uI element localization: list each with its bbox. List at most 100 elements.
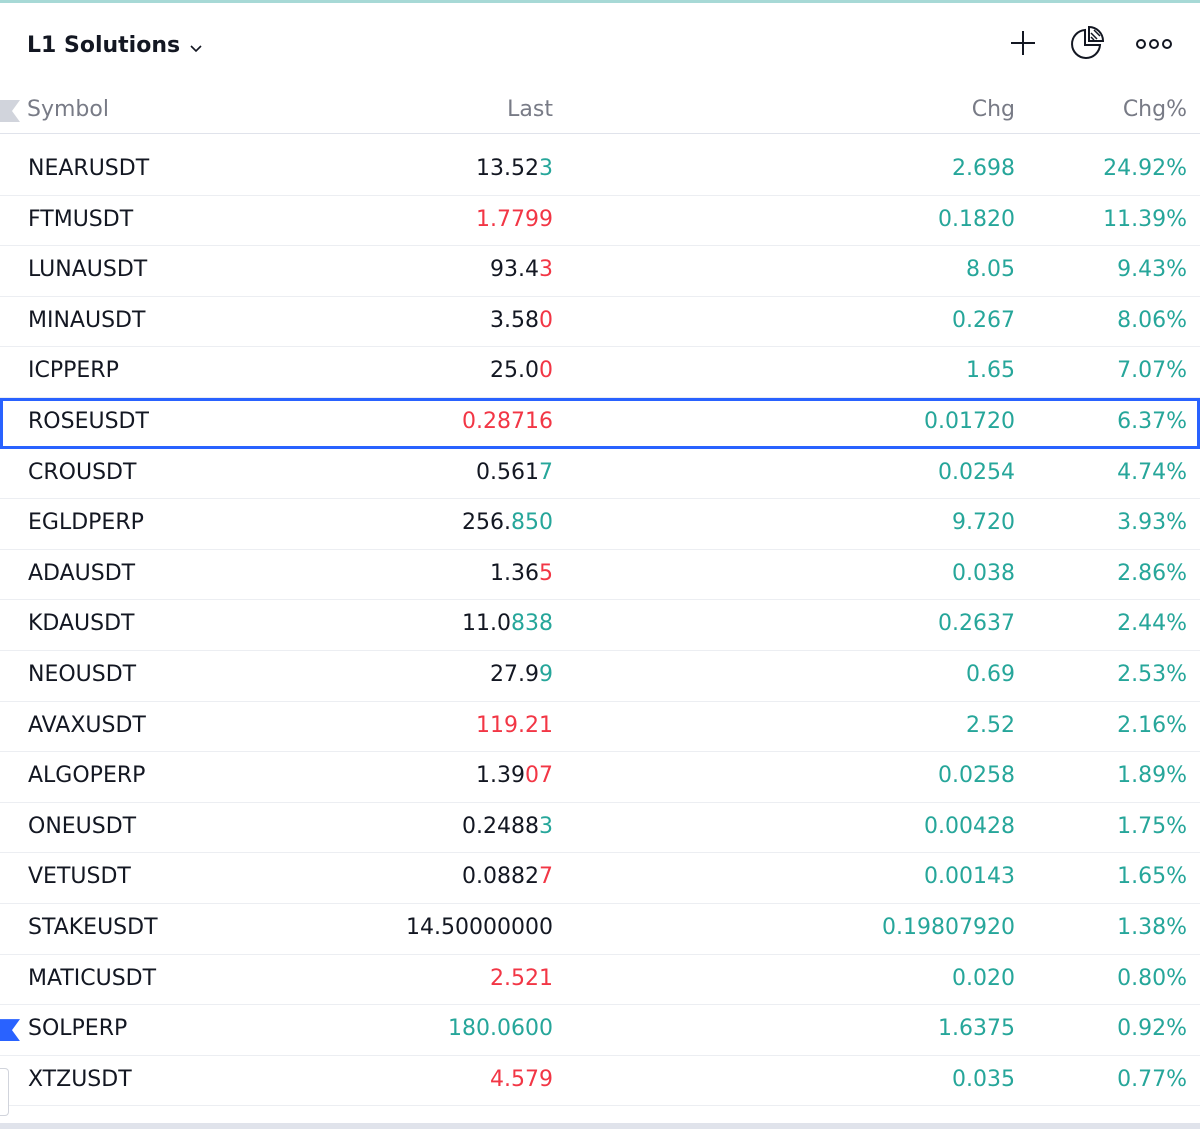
change-cell: 0.00428 — [924, 813, 1015, 839]
table-row[interactable]: XTZUSDT 4.579 0.035 0.77% — [0, 1056, 1200, 1107]
last-price-cell: 0.24883 — [462, 814, 553, 839]
last-price-cell: 14.50000000 — [406, 915, 553, 940]
change-cell: 0.0258 — [938, 763, 1015, 789]
change-percent-cell: 2.86% — [1117, 560, 1187, 586]
column-header-chg-pct[interactable]: Chg% — [1122, 97, 1187, 122]
last-price-base: 93.4 — [490, 257, 539, 283]
change-percent-cell: 1.89% — [1117, 763, 1187, 789]
table-row[interactable]: ADAUSDT 1.365 0.038 2.86% — [0, 550, 1200, 601]
column-header-chg[interactable]: Chg — [971, 97, 1015, 122]
last-price-tick-digits: 7 — [539, 459, 553, 485]
column-header-symbol[interactable]: Symbol — [27, 97, 109, 122]
last-price-base: 27.9 — [490, 661, 539, 687]
watchlist-selector[interactable]: L1 Solutions — [27, 30, 204, 60]
last-price-tick-digits: 3 — [539, 156, 553, 181]
watchlist-rows: NEARUSDT 13.523 2.698 24.92% FTMUSDT 1.7799 0.… — [0, 145, 1200, 1107]
symbol-cell: MINAUSDT — [28, 307, 146, 333]
last-price-cell: 256.850 — [462, 510, 553, 535]
symbol-cell: ONEUSDT — [28, 813, 137, 839]
change-percent-cell: 24.92% — [1103, 156, 1187, 181]
symbol-cell: FTMUSDT — [28, 206, 134, 232]
change-percent-cell: 2.16% — [1117, 712, 1187, 738]
table-row[interactable]: SOLPERP 180.0600 1.6375 0.92% — [0, 1005, 1200, 1056]
last-price-cell: 1.365 — [490, 561, 553, 586]
change-percent-cell: 1.38% — [1117, 914, 1187, 940]
change-percent-cell: 7.07% — [1117, 358, 1187, 384]
symbol-cell: NEARUSDT — [28, 156, 150, 181]
last-price-tick-digits: 0 — [539, 358, 553, 384]
last-price-base: 11.0 — [462, 611, 511, 637]
change-percent-cell: 1.75% — [1117, 813, 1187, 839]
last-price-cell: 1.3907 — [476, 763, 553, 788]
last-price-base: 256. — [462, 510, 511, 536]
change-percent-cell: 0.80% — [1117, 965, 1187, 991]
flag-column-icon[interactable] — [0, 100, 20, 122]
last-price-cell: 3.580 — [490, 308, 553, 333]
table-row[interactable]: KDAUSDT 11.0838 0.2637 2.44% — [0, 600, 1200, 651]
symbol-cell: KDAUSDT — [28, 611, 135, 637]
change-percent-cell: 2.44% — [1117, 611, 1187, 637]
last-price-tick-digits: 9 — [539, 661, 553, 687]
last-price-base: 0.561 — [476, 459, 539, 485]
last-price-tick-digits: 838 — [511, 611, 553, 637]
last-price-cell: 93.43 — [490, 257, 553, 282]
last-price-cell: 0.08827 — [462, 864, 553, 889]
change-percent-cell: 0.92% — [1117, 1016, 1187, 1042]
last-price-base: 25.0 — [490, 358, 539, 384]
more-options-button[interactable] — [1134, 25, 1174, 65]
last-price-base: 4.579 — [490, 1066, 553, 1092]
table-row[interactable]: STAKEUSDT 14.50000000 0.19807920 1.38% — [0, 904, 1200, 955]
plus-icon — [1008, 28, 1038, 62]
change-percent-cell: 11.39% — [1103, 206, 1187, 232]
last-price-cell: 4.579 — [490, 1067, 553, 1092]
change-cell: 8.05 — [966, 257, 1015, 283]
last-price-base: 0.28716 — [462, 408, 553, 434]
bottom-divider — [0, 1123, 1200, 1129]
change-cell: 0.267 — [952, 307, 1015, 333]
advanced-view-button[interactable] — [1067, 25, 1107, 65]
change-percent-cell: 3.93% — [1117, 510, 1187, 536]
last-price-base: 180.0600 — [448, 1016, 553, 1042]
last-price-base: 119.21 — [476, 712, 553, 738]
table-row[interactable]: ICPPERP 25.00 1.65 7.07% — [0, 347, 1200, 398]
last-price-base: 13.52 — [476, 156, 539, 181]
panel-resize-handle[interactable] — [0, 1068, 9, 1116]
change-cell: 2.52 — [966, 712, 1015, 738]
table-row[interactable]: EGLDPERP 256.850 9.720 3.93% — [0, 499, 1200, 550]
symbol-cell: CROUSDT — [28, 459, 137, 485]
table-row[interactable]: LUNAUSDT 93.43 8.05 9.43% — [0, 246, 1200, 297]
change-cell: 0.0254 — [938, 459, 1015, 485]
symbol-cell: STAKEUSDT — [28, 914, 158, 940]
last-price-base: 3.58 — [490, 307, 539, 333]
last-price-base: 14.50000000 — [406, 914, 553, 940]
change-cell: 1.6375 — [938, 1016, 1015, 1042]
column-header-last[interactable]: Last — [507, 97, 553, 122]
add-symbol-button[interactable] — [1003, 25, 1043, 65]
table-row[interactable]: NEARUSDT 13.523 2.698 24.92% — [0, 145, 1200, 196]
table-row[interactable]: FTMUSDT 1.7799 0.1820 11.39% — [0, 196, 1200, 247]
change-cell: 9.720 — [952, 510, 1015, 536]
more-icon — [1134, 36, 1174, 55]
change-cell: 0.19807920 — [882, 914, 1015, 940]
table-row[interactable]: ROSEUSDT 0.28716 0.01720 6.37% — [0, 397, 1200, 449]
symbol-cell: ROSEUSDT — [28, 408, 149, 434]
last-price-cell: 1.7799 — [476, 207, 553, 232]
table-row[interactable]: MATICUSDT 2.521 0.020 0.80% — [0, 955, 1200, 1006]
last-price-tick-digits: 850 — [511, 510, 553, 536]
table-row[interactable]: ONEUSDT 0.24883 0.00428 1.75% — [0, 803, 1200, 854]
table-row[interactable]: MINAUSDT 3.580 0.267 8.06% — [0, 297, 1200, 348]
change-cell: 0.038 — [952, 560, 1015, 586]
change-percent-cell: 0.77% — [1117, 1066, 1187, 1092]
flag-icon[interactable] — [0, 1019, 20, 1042]
table-row[interactable]: AVAXUSDT 119.21 2.52 2.16% — [0, 702, 1200, 753]
change-percent-cell: 8.06% — [1117, 307, 1187, 333]
table-row[interactable]: CROUSDT 0.5617 0.0254 4.74% — [0, 449, 1200, 500]
change-cell: 0.020 — [952, 965, 1015, 991]
table-row[interactable]: VETUSDT 0.08827 0.00143 1.65% — [0, 853, 1200, 904]
change-cell: 1.65 — [966, 358, 1015, 384]
last-price-tick-digits: 07 — [525, 763, 553, 789]
last-price-base: 1.39 — [476, 763, 525, 789]
table-row[interactable]: ALGOPERP 1.3907 0.0258 1.89% — [0, 752, 1200, 803]
last-price-base: 0.0882 — [462, 864, 539, 890]
table-row[interactable]: NEOUSDT 27.99 0.69 2.53% — [0, 651, 1200, 702]
